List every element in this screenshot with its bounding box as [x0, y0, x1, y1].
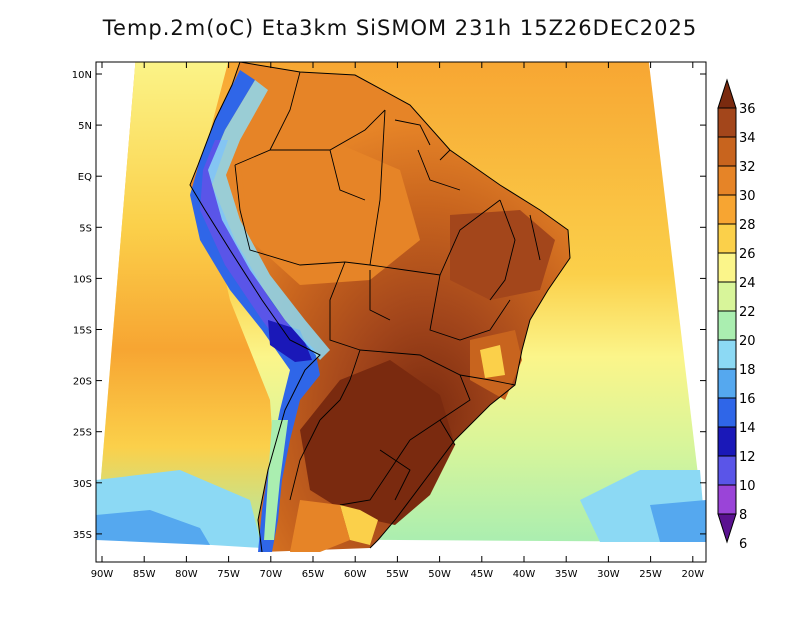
andes-foothills	[208, 80, 330, 360]
lon-label: 55W	[386, 569, 409, 580]
colorbar-segment	[717, 252, 737, 283]
longitude-axis: 90W 85W 80W 75W 70W 65W 60W 55W 50W 45W 40W 35W 30W 2…	[91, 62, 704, 580]
colorbar-segment	[717, 107, 737, 138]
colorbar-min-arrow	[717, 513, 737, 544]
colorbar-segment	[717, 426, 737, 457]
colder-sea	[96, 510, 210, 545]
map-title: Temp.2m(oC) Eta3km SiSMOM 231h 15Z26DEC2…	[102, 16, 698, 40]
lon-label: 90W	[91, 569, 114, 580]
lat-label: 10S	[73, 274, 92, 285]
pampas	[290, 500, 350, 552]
colorbar-max-arrow	[717, 78, 737, 109]
colorbar-label: 26	[739, 247, 756, 262]
pacific-ocean	[96, 62, 280, 545]
lat-label: 25S	[73, 428, 92, 439]
amazon-region	[240, 140, 420, 285]
highland-spot	[480, 345, 505, 378]
colorbar-label: 20	[739, 334, 756, 349]
colorbar-label: 6	[739, 537, 747, 552]
colorbar-label: 32	[739, 160, 756, 175]
colorbar-label: 28	[739, 218, 756, 233]
colorbar-label: 22	[739, 305, 756, 320]
colorbar-segment	[717, 484, 737, 515]
plot-frame	[95, 61, 707, 563]
colorbar: 36 34 32 30 28 26 24 22 20 18 16 14 12 10 8 6	[717, 78, 756, 552]
altiplano	[268, 320, 312, 362]
lon-label: 50W	[428, 569, 451, 580]
colorbar-segment	[717, 281, 737, 312]
colorbar-segment	[717, 223, 737, 254]
coastline	[189, 62, 571, 553]
lat-label: EQ	[78, 172, 92, 183]
lat-label: 5N	[78, 121, 92, 132]
political-boundaries	[234, 71, 541, 506]
andes-mountains	[190, 70, 320, 552]
lat-label: 35S	[73, 530, 92, 541]
lat-label: 10N	[72, 70, 92, 81]
colorbar-label: 36	[739, 102, 756, 117]
colder-sea-east	[650, 500, 706, 542]
colorbar-label: 8	[739, 508, 747, 523]
lat-label: 30S	[73, 479, 92, 490]
colorbar-label: 10	[739, 479, 756, 494]
colorbar-segment	[717, 136, 737, 167]
colorbar-label: 12	[739, 450, 756, 465]
colorbar-label: 34	[739, 131, 756, 146]
colorbar-label: 18	[739, 363, 756, 378]
colorbar-label: 24	[739, 276, 756, 291]
lon-label: 35W	[555, 569, 578, 580]
colorbar-label: 16	[739, 392, 756, 407]
hot-region-northeast	[450, 210, 555, 300]
lon-label: 80W	[175, 569, 198, 580]
lon-label: 65W	[302, 569, 325, 580]
lon-label: 20W	[681, 569, 704, 580]
latitude-axis: 10N 5N EQ 5S 10S 15S 20S 25S 30S 35S	[72, 70, 706, 541]
lat-label: 15S	[73, 326, 92, 337]
lon-label: 25W	[639, 569, 662, 580]
colorbar-label: 14	[739, 421, 756, 436]
colorbar-segment	[717, 165, 737, 196]
andes-south-snow	[264, 420, 288, 540]
colorbar-segment	[717, 339, 737, 370]
lon-label: 60W	[344, 569, 367, 580]
lon-label: 75W	[217, 569, 240, 580]
lon-label: 40W	[513, 569, 536, 580]
colorbar-segment	[717, 310, 737, 341]
colorbar-segment	[717, 194, 737, 225]
colorbar-segment	[717, 397, 737, 428]
lat-label: 5S	[79, 223, 92, 234]
lat-label: 20S	[73, 377, 92, 388]
lon-label: 85W	[133, 569, 156, 580]
rio-de-la-plata	[340, 505, 378, 545]
lon-label: 45W	[470, 569, 493, 580]
colorbar-segment	[717, 455, 737, 486]
lon-label: 30W	[597, 569, 620, 580]
colorbar-segment	[717, 368, 737, 399]
lon-label: 70W	[259, 569, 282, 580]
colorbar-label: 30	[739, 189, 756, 204]
